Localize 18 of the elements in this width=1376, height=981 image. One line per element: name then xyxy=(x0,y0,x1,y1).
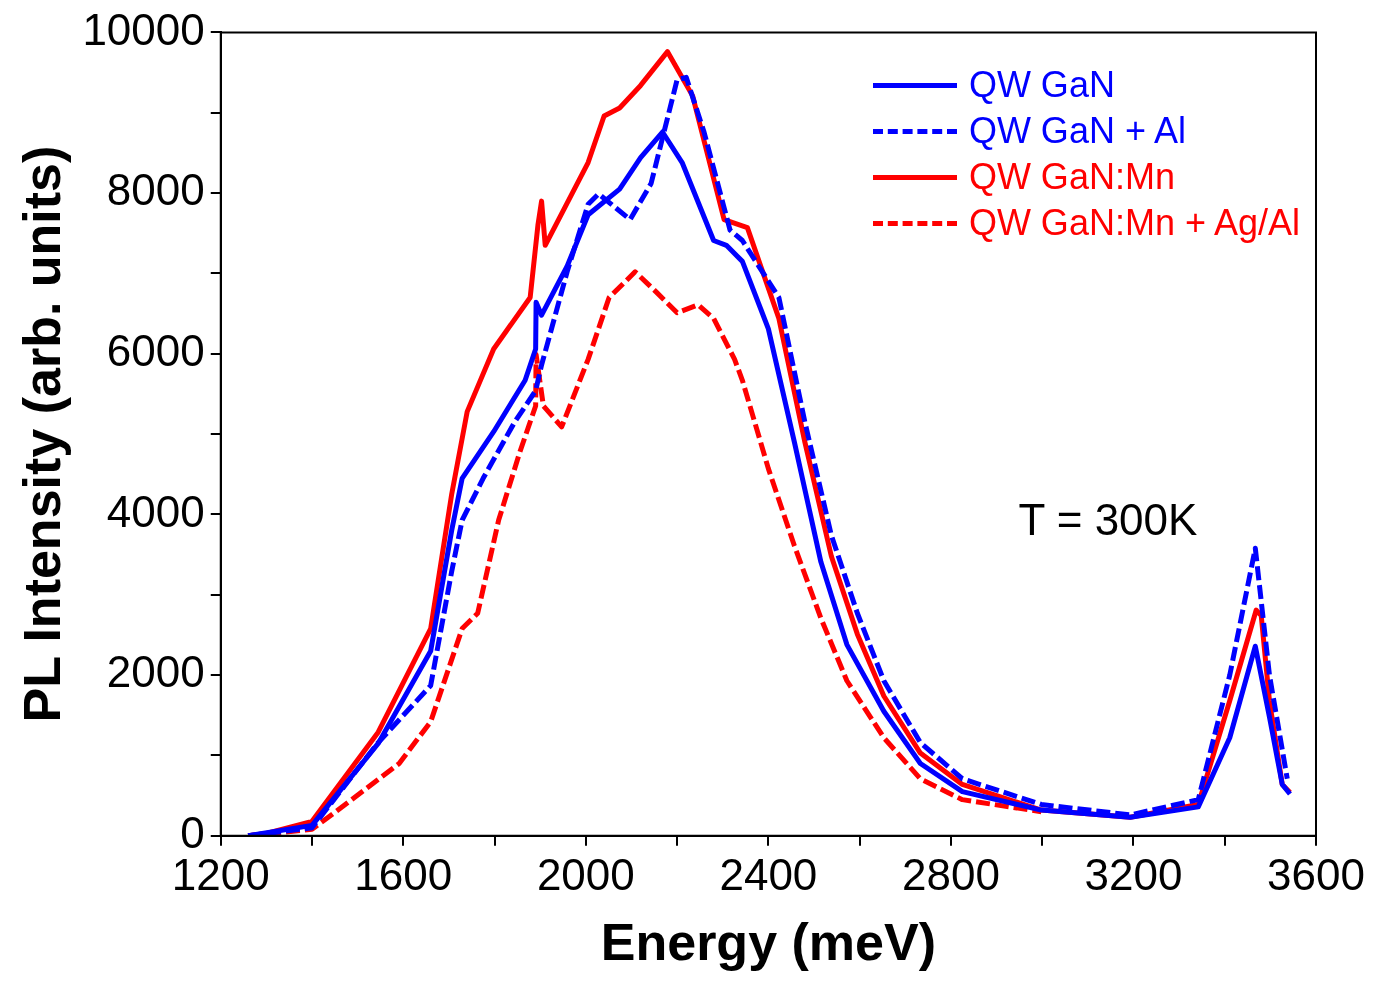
x-axis-title: Energy (meV) xyxy=(600,913,936,972)
y-tick-label: 4000 xyxy=(106,486,205,536)
annotation: T = 300K xyxy=(1018,494,1198,544)
x-tick-label: 2400 xyxy=(719,850,818,900)
legend-label: QW GaN xyxy=(968,64,1115,107)
y-tick-label: 2000 xyxy=(106,647,205,697)
y-axis-title: PL Intensity (arb. units) xyxy=(12,145,71,723)
y-tick-label: 6000 xyxy=(106,325,205,375)
legend-label: QW GaN:Mn + Ag/Al xyxy=(968,202,1300,245)
x-tick-label: 1600 xyxy=(354,850,453,900)
legend-label: QW GaN + Al xyxy=(968,110,1186,153)
x-tick-label: 2800 xyxy=(901,850,1000,900)
x-tick-label: 3600 xyxy=(1267,850,1365,900)
x-tick-label: 3200 xyxy=(1084,850,1183,900)
x-tick-label: 2000 xyxy=(536,850,635,900)
legend-label: QW GaN:Mn xyxy=(968,156,1175,199)
y-tick-label: 8000 xyxy=(106,165,205,215)
y-tick-label: 10000 xyxy=(82,4,205,54)
